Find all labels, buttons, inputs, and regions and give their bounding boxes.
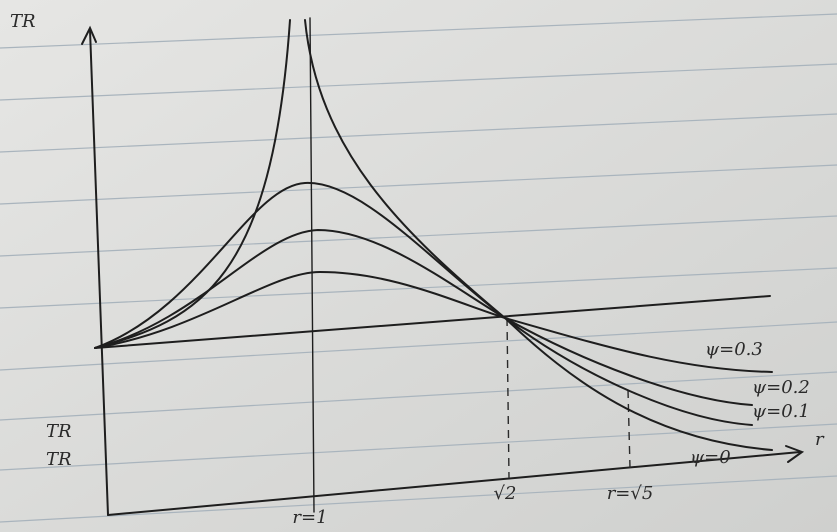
left-label: TR [46, 421, 72, 442]
curve-label: ψ=0.1 [752, 401, 810, 422]
sketch: TR r r=1 √2 r=√5 TR TR ψ=0.3 ψ=0.2 ψ=0.1… [0, 0, 837, 532]
x-mark: √2 [494, 483, 517, 504]
x-axis-label: r [815, 429, 825, 450]
y-axis-label: TR [10, 11, 36, 32]
x-mark: r=√5 [607, 483, 654, 504]
curve-label: ψ=0.3 [705, 339, 763, 360]
curve-label: ψ=0.2 [752, 377, 810, 398]
curve-label: ψ=0 [690, 447, 731, 468]
left-label: TR [46, 449, 72, 470]
x-mark: r=1 [292, 507, 327, 528]
